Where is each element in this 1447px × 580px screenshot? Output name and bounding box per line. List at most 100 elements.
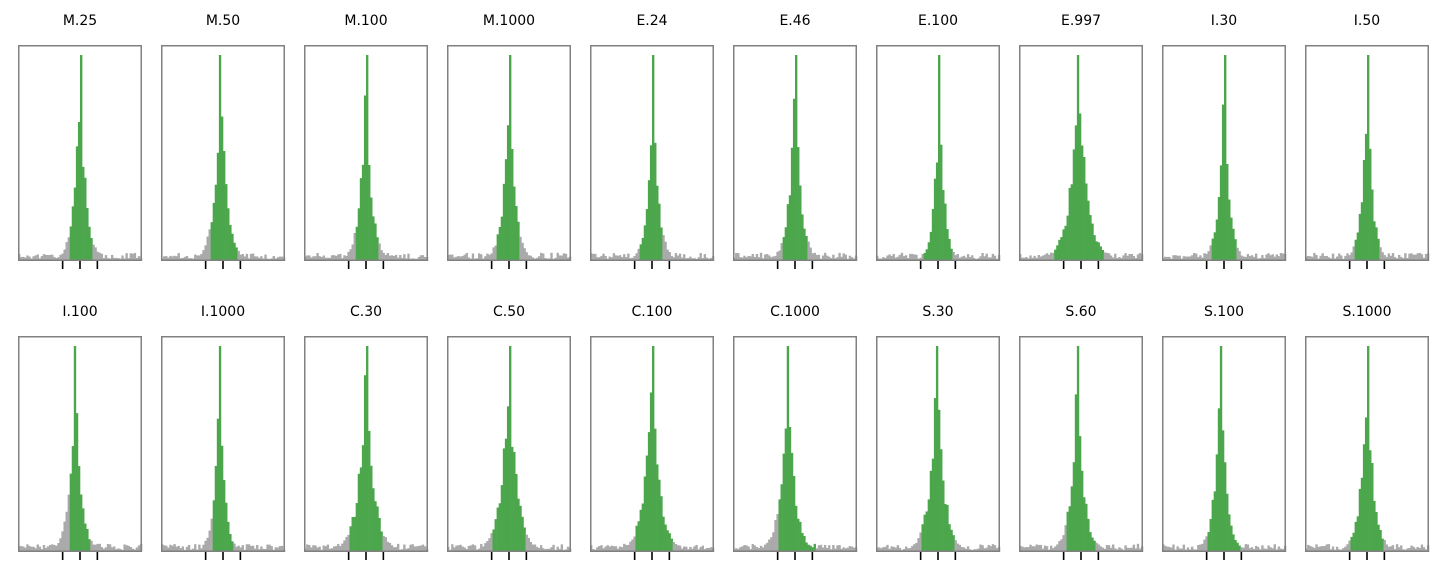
histogram-bar — [133, 252, 137, 261]
histogram-bar — [958, 257, 962, 261]
histogram-bar — [598, 257, 601, 261]
histogram-svg — [1019, 336, 1144, 560]
histogram-bar — [535, 546, 539, 552]
histogram-bar — [741, 257, 744, 261]
histogram-bar — [266, 544, 269, 552]
histogram-bar — [1180, 548, 1183, 552]
histogram-bar — [1420, 254, 1424, 261]
histogram-bar — [125, 253, 128, 261]
histogram-bar — [490, 253, 493, 261]
histogram-bar — [780, 243, 783, 261]
histogram-bar — [328, 548, 332, 552]
histogram-bar — [1224, 55, 1227, 261]
histogram-bar — [689, 546, 692, 552]
histogram-bar — [757, 257, 761, 261]
plot-frame — [1019, 45, 1143, 261]
histogram-bar — [1190, 546, 1194, 552]
histogram-bar — [739, 257, 742, 261]
histogram-bar — [647, 432, 651, 552]
histogram-bar — [952, 535, 955, 552]
histogram-bar — [59, 538, 62, 552]
histogram-bar — [409, 544, 412, 552]
histogram-bar — [1331, 253, 1335, 261]
histogram-bar — [1338, 253, 1341, 261]
histogram-bar — [1348, 255, 1351, 261]
histogram-bar — [268, 544, 271, 552]
histogram-bar — [318, 546, 321, 552]
histogram-bar — [167, 547, 170, 552]
histogram-bar — [1416, 253, 1419, 261]
histogram-bar — [964, 257, 968, 261]
histogram-bar — [1325, 255, 1329, 261]
histogram-bar — [90, 540, 93, 552]
histogram-bar — [649, 145, 653, 261]
histogram-bar — [699, 253, 702, 261]
histogram-plot — [447, 45, 572, 269]
histogram-bar — [1107, 545, 1111, 552]
histogram-bar — [1391, 253, 1395, 261]
histogram-bar — [308, 255, 311, 261]
histogram-bar — [523, 527, 526, 552]
histogram-bar — [751, 543, 754, 552]
histogram-bar — [511, 446, 514, 552]
histogram-bar — [187, 544, 191, 552]
histogram-bar — [65, 511, 68, 552]
histogram-bar — [254, 548, 257, 552]
histogram-bar — [735, 548, 738, 552]
panel-title: E.24 — [636, 13, 668, 29]
histogram-bar — [832, 544, 835, 552]
histogram-bar — [618, 255, 622, 261]
histogram-bar — [326, 257, 330, 261]
histogram-bar — [940, 144, 943, 261]
histogram-bar — [169, 544, 172, 552]
histogram-bar — [1400, 256, 1403, 261]
histogram-bar — [913, 254, 916, 261]
histogram-bar — [989, 257, 993, 261]
histogram-bar — [1199, 255, 1202, 261]
histogram-bar — [57, 257, 60, 261]
histogram-bar — [1130, 547, 1133, 552]
histogram-bar — [517, 221, 520, 261]
histogram-bar — [231, 233, 234, 261]
histogram-bar — [529, 255, 533, 261]
histogram-plot — [447, 336, 572, 560]
histogram-bar — [423, 257, 427, 261]
histogram-bar — [198, 544, 201, 552]
histogram-bar — [28, 545, 31, 552]
histogram-bar — [782, 237, 785, 261]
histogram-bar — [73, 187, 77, 261]
histogram-bar — [177, 545, 180, 552]
histogram-bar — [766, 542, 769, 552]
histogram-bar — [1309, 545, 1312, 552]
histogram-bar — [1130, 253, 1133, 261]
histogram-bar — [330, 255, 334, 261]
histogram-bar — [478, 253, 481, 261]
histogram-bar — [1172, 544, 1175, 552]
histogram-bar — [316, 253, 319, 261]
histogram-bar — [102, 548, 106, 552]
histogram-bar — [811, 547, 814, 552]
histogram-bar — [542, 253, 545, 261]
histogram-bar — [280, 545, 284, 552]
histogram-bar — [163, 545, 166, 552]
histogram-bar — [173, 255, 176, 261]
histogram-bar — [1412, 254, 1415, 261]
histogram-bar — [169, 255, 172, 261]
histogram-bar — [57, 543, 60, 552]
histogram-bar — [946, 504, 949, 552]
histogram-bar — [1176, 546, 1179, 552]
histogram-bar — [249, 253, 253, 261]
histogram-bar — [366, 346, 369, 552]
histogram-bar — [49, 254, 52, 261]
histogram-bar — [991, 253, 995, 261]
histogram-bar — [44, 547, 48, 552]
histogram-bar — [1124, 253, 1127, 261]
histogram-bar — [801, 214, 804, 261]
histogram-bar — [1089, 215, 1092, 261]
histogram-bar — [256, 256, 259, 261]
histogram-bar — [745, 257, 748, 261]
histogram-bar — [198, 255, 201, 261]
histogram-bar — [535, 257, 539, 261]
histogram-bar — [53, 257, 56, 261]
histogram-bar — [1114, 253, 1117, 261]
